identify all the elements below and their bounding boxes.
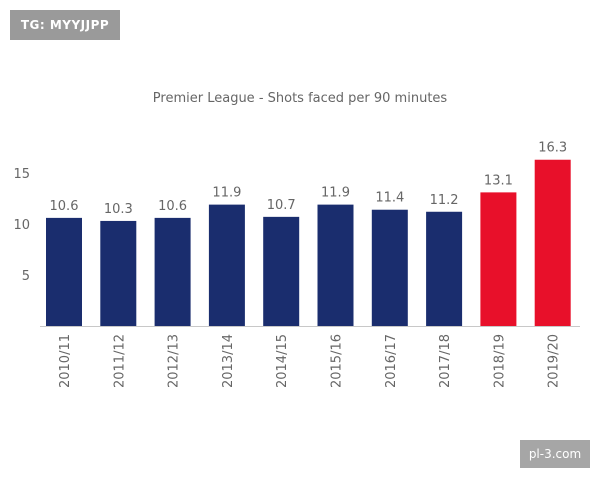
x-tick-label: 2013/14	[221, 334, 236, 388]
data-labels: 10.6 10.3 10.6 11.9 10.7 11.9 11.4 11.2 13.1 16.3	[50, 141, 568, 217]
bar-2016-17	[371, 209, 408, 326]
x-tick-label: 2011/12	[112, 334, 127, 388]
x-axis-ticks: 2010/11 2011/12 2012/13 2013/14 2014/15 2015/…	[58, 334, 562, 388]
data-label: 10.6	[50, 199, 79, 214]
y-axis-ticks: 5 10 15	[13, 167, 30, 284]
bar-2012-13	[154, 217, 191, 326]
x-tick-label: 2019/20	[547, 334, 562, 388]
data-label: 11.9	[321, 186, 350, 201]
data-label: 13.1	[484, 173, 513, 188]
chart-title: Premier League - Shots faced per 90 minu…	[153, 91, 448, 106]
bar-2019-20	[534, 159, 571, 326]
data-label: 11.4	[375, 191, 404, 206]
x-tick-label: 2010/11	[58, 334, 73, 388]
data-label: 10.3	[104, 202, 133, 217]
bar-2018-19	[480, 192, 517, 326]
x-tick-label: 2018/19	[492, 334, 507, 388]
x-tick-label: 2016/17	[384, 334, 399, 388]
bar-2017-18	[426, 211, 463, 326]
data-label: 10.7	[267, 198, 296, 213]
watermark-top-left: TG: MYYJJPP	[10, 10, 120, 40]
y-tick-label: 15	[13, 167, 30, 182]
bar-2011-12	[100, 220, 137, 326]
watermark-bottom-right: pl-3.com	[520, 440, 590, 468]
x-tick-label: 2017/18	[438, 334, 453, 388]
y-tick-label: 5	[22, 269, 30, 284]
bar-2010-11	[46, 217, 82, 326]
data-label: 10.6	[158, 199, 187, 214]
bar-2013-14	[208, 204, 245, 326]
x-tick-label: 2012/13	[167, 334, 182, 388]
bar-2015-16	[317, 204, 354, 326]
bars	[46, 159, 571, 326]
x-tick-label: 2014/15	[275, 334, 290, 388]
x-tick-label: 2015/16	[330, 334, 345, 388]
data-label: 16.3	[538, 141, 567, 156]
y-tick-label: 10	[13, 218, 30, 233]
data-label: 11.9	[212, 186, 241, 201]
data-label: 11.2	[430, 193, 459, 208]
bar-2014-15	[263, 216, 300, 326]
